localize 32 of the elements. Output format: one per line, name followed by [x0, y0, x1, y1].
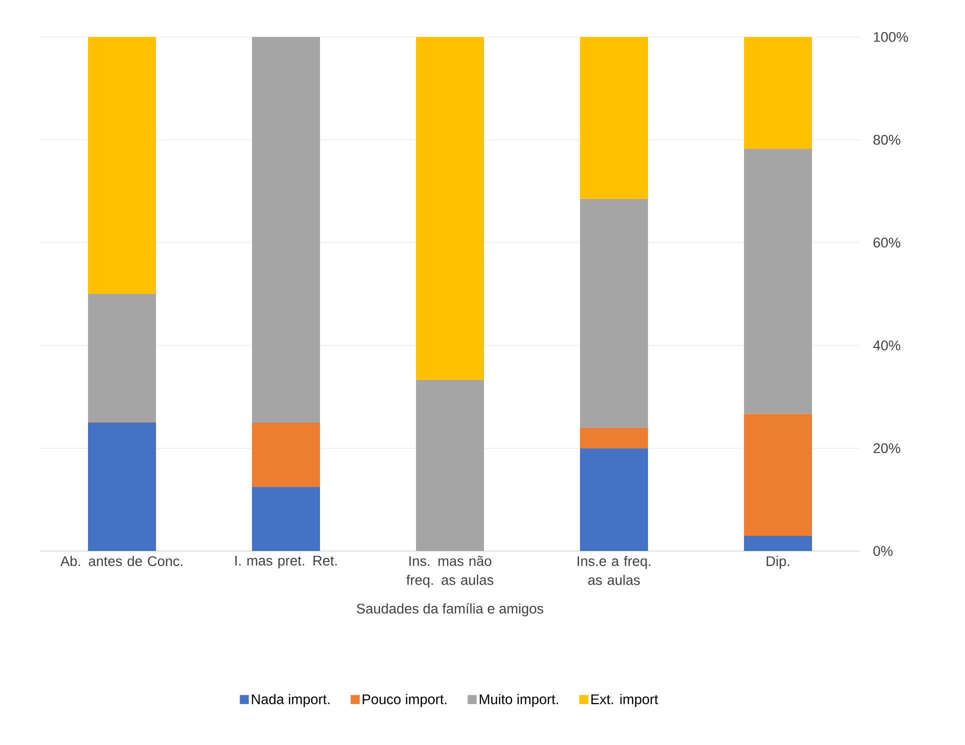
legend-label: Muito import. — [480, 694, 558, 707]
x-tick-label: I. mas pret. Ret. — [235, 556, 337, 568]
y-tick-label: 80% — [873, 134, 900, 145]
legend-label: Ext. import — [591, 694, 658, 707]
bar — [744, 36, 812, 150]
bar — [252, 36, 320, 422]
y-tick-label: 40% — [873, 340, 900, 350]
legend-label: Nada import. — [252, 694, 330, 707]
bar — [744, 536, 812, 551]
y-tick-label: 60% — [874, 238, 900, 248]
bar — [580, 448, 648, 551]
bar — [88, 422, 156, 551]
bar — [744, 149, 812, 414]
bar — [88, 36, 156, 294]
y-tick-label: 20% — [874, 443, 900, 454]
bar — [744, 414, 812, 536]
bar — [416, 380, 484, 551]
bar — [416, 36, 484, 380]
x-tick-label: Ins. mas não freq. as aulas — [406, 556, 494, 588]
x-axis-title: Saudades da família e amigos — [356, 603, 544, 616]
bar — [252, 422, 320, 487]
bar — [580, 428, 648, 448]
x-tick-label: Ins.e a freq. as aulas — [578, 556, 650, 586]
x-tick-label: Ab. antes de Conc. — [60, 556, 182, 566]
bar — [88, 294, 156, 422]
bar — [580, 198, 648, 428]
bar — [252, 486, 320, 551]
bar — [580, 36, 648, 199]
x-tick-label: Dip. — [766, 556, 790, 569]
y-tick-label: 100% — [874, 32, 908, 42]
y-tick-label: 0% — [873, 546, 893, 556]
legend-label: Pouco import. — [362, 694, 446, 707]
